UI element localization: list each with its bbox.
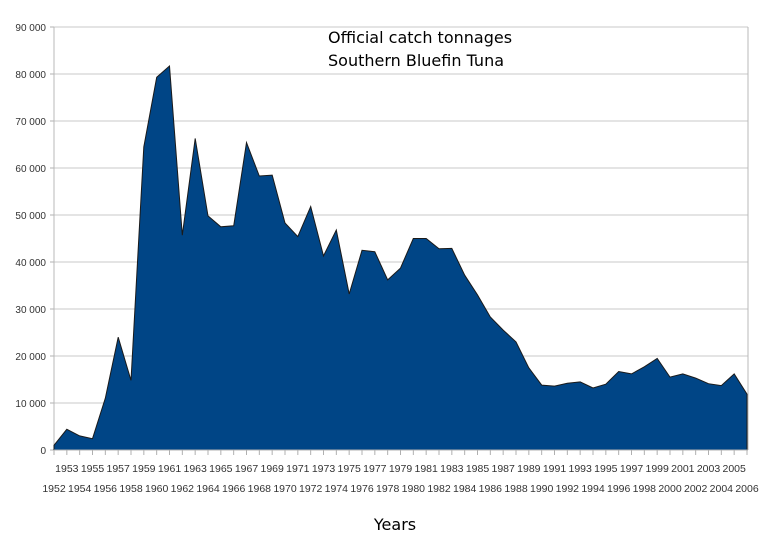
y-tick-label: 30 000 [15,305,46,316]
x-tick-label: 1984 [453,483,477,495]
y-tick-label: 70 000 [15,117,46,128]
x-tick-label: 1955 [81,463,105,475]
x-tick-label: 1996 [607,483,631,495]
x-tick-label: 1975 [337,463,361,475]
x-tick-label: 1961 [158,463,182,475]
x-tick-label: 1960 [145,483,169,495]
x-tick-label: 1977 [363,463,387,475]
x-tick-label: 1981 [414,463,438,475]
x-tick-label: 1965 [209,463,233,475]
y-axis: 0 10 000 20 000 30 000 40 000 50 000 60 000 70 … [15,23,46,457]
x-tick-label: 2001 [671,463,695,475]
x-tick-label: 1979 [389,463,413,475]
x-tick-label: 1989 [517,463,541,475]
x-tick-label: 1992 [556,483,580,495]
x-tick-label: 1990 [530,483,554,495]
x-tick-label: 1954 [68,483,92,495]
x-tick-label: 1986 [479,483,503,495]
x-tick-label: 1968 [248,483,272,495]
x-tick-label: 1999 [645,463,669,475]
x-tick-label: 1985 [466,463,490,475]
x-tick-label: 1953 [55,463,79,475]
x-tick-label: 1988 [504,483,528,495]
x-tick-label: 1973 [312,463,336,475]
x-tick-label: 1952 [42,483,66,495]
y-tick-label: 20 000 [15,352,46,363]
x-tick-label: 2003 [697,463,721,475]
x-tick-label: 2002 [684,483,708,495]
y-tick-label: 90 000 [15,23,46,34]
x-tick-label: 1959 [132,463,156,475]
x-tick-label: 1993 [568,463,592,475]
x-tick-label: 1963 [183,463,207,475]
x-tick-label: 1987 [491,463,515,475]
x-tick-label: 1991 [543,463,567,475]
x-tick-label: 1976 [350,483,374,495]
y-tick-label: 60 000 [15,164,46,175]
x-tick-label: 1982 [427,483,451,495]
x-tick-label: 2006 [735,483,759,495]
x-tick-label: 1980 [402,483,426,495]
chart-subtitle: Southern Bluefin Tuna [328,51,504,70]
x-tick-label: 1964 [196,483,220,495]
x-axis: 1952 1953 1954 1955 1956 1957 1958 1959 1960 1961… [42,449,759,495]
x-tick-label: 1970 [273,483,297,495]
x-tick-label: 1958 [119,483,143,495]
catch-area [53,64,748,451]
x-tick-label: 1966 [222,483,246,495]
x-tick-label: 2005 [722,463,746,475]
x-tick-label: 1971 [286,463,310,475]
x-tick-label: 1969 [260,463,284,475]
x-axis-label: Years [373,515,416,534]
x-tick-label: 1957 [106,463,130,475]
y-tick-label: 80 000 [15,70,46,81]
x-tick-label: 1997 [620,463,644,475]
x-tick-label: 1998 [633,483,657,495]
x-tick-label: 1983 [440,463,464,475]
x-tick-label: 1978 [376,483,400,495]
chart-title: Official catch tonnages [328,28,512,47]
x-tick-label: 2000 [658,483,682,495]
x-tick-label: 2004 [710,483,734,495]
x-tick-label: 1974 [325,483,349,495]
y-tick-label: 50 000 [15,211,46,222]
y-tick-label: 10 000 [15,399,46,410]
y-tick-label: 0 [40,446,46,457]
x-tick-label: 1994 [581,483,605,495]
x-tick-label: 1962 [171,483,195,495]
x-tick-label: 1972 [299,483,323,495]
x-tick-label: 1956 [94,483,118,495]
y-tick-label: 40 000 [15,258,46,269]
x-tick-label: 1995 [594,463,618,475]
x-tick-label: 1967 [235,463,259,475]
